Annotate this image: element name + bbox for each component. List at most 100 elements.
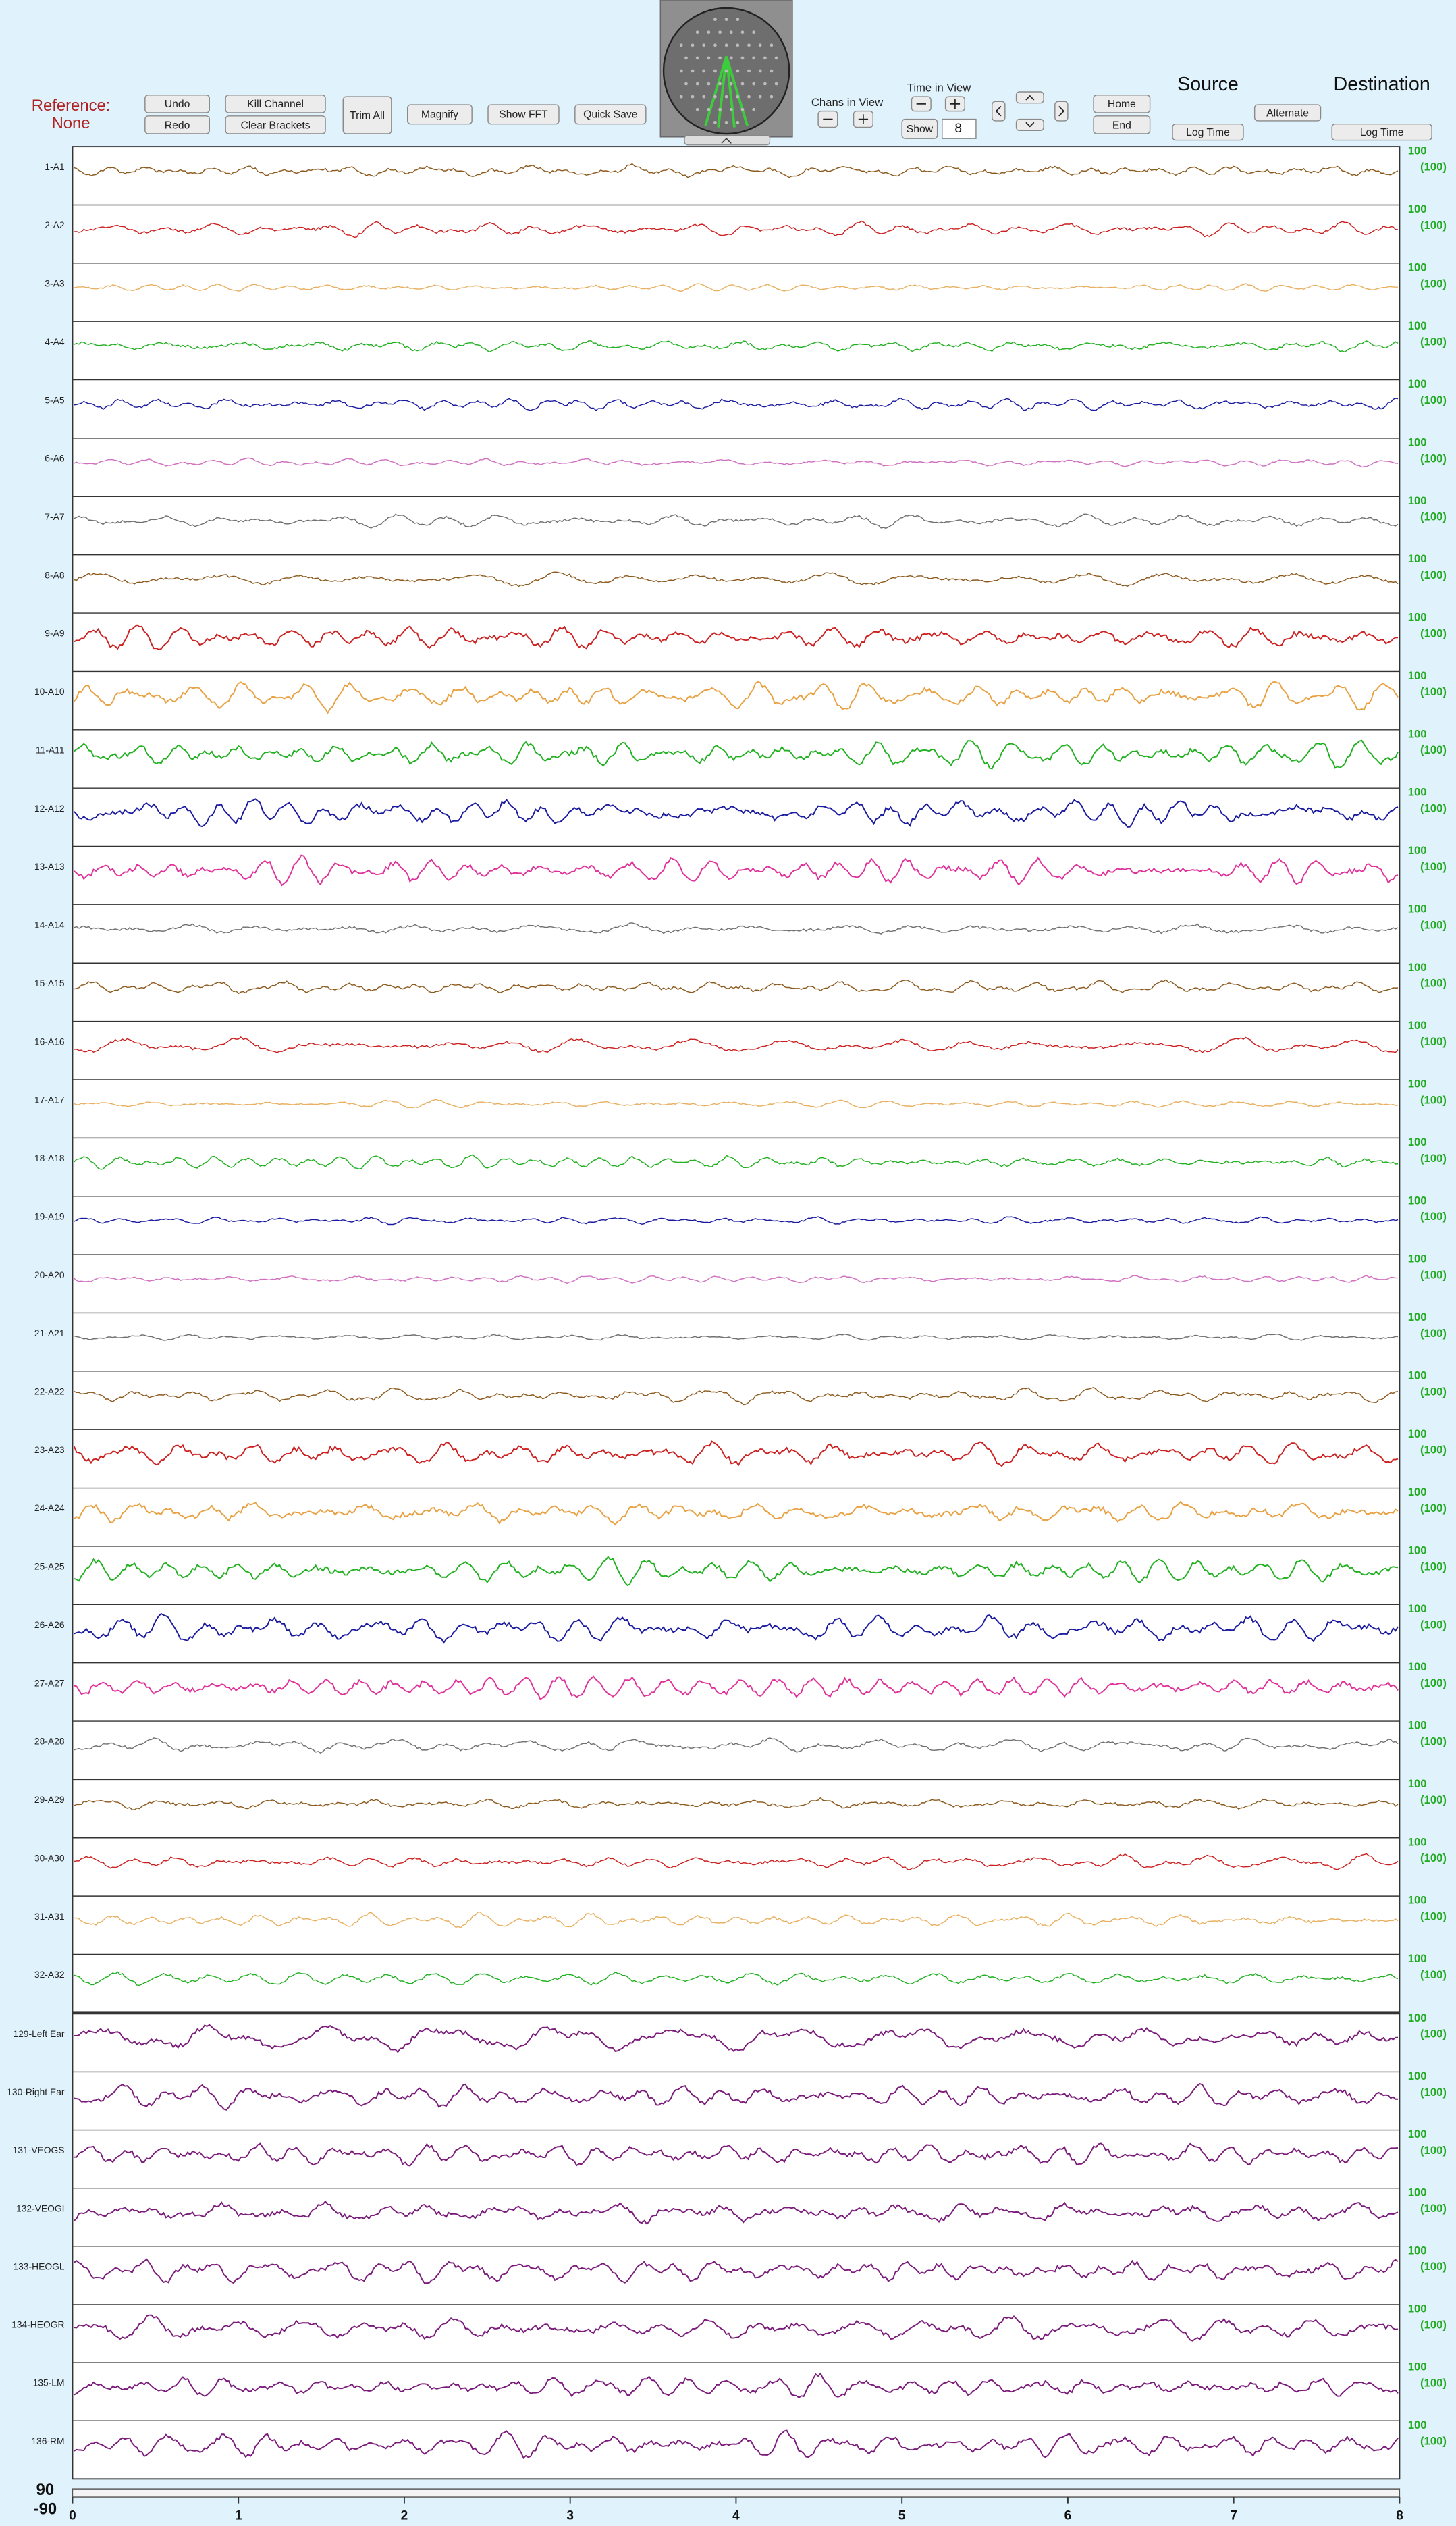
eeg-trace — [74, 739, 1399, 770]
redo-button[interactable]: Redo — [144, 115, 210, 134]
show-button-text: Show — [907, 124, 934, 135]
source-log-time-button[interactable]: Log Time — [1172, 123, 1244, 141]
time-value: 8 — [954, 122, 962, 136]
page-right[interactable] — [1054, 101, 1069, 122]
undo-button[interactable]: Undo — [144, 95, 210, 113]
eeg-trace — [74, 283, 1399, 292]
channel-label[interactable]: 31-A31 — [34, 1911, 65, 1922]
channel-label[interactable]: 30-A30 — [34, 1852, 65, 1863]
channel-scale: 100 — [1408, 786, 1427, 799]
channel-label[interactable]: 29-A29 — [34, 1794, 65, 1805]
channel-label[interactable]: 11-A11 — [36, 744, 65, 755]
electrode — [691, 43, 695, 47]
channel-scale-ref: (100) — [1420, 802, 1447, 815]
channel-label[interactable]: 15-A15 — [34, 978, 65, 989]
scroll-down[interactable] — [1015, 118, 1044, 131]
channel-label[interactable]: 21-A21 — [34, 1327, 65, 1338]
channel-label[interactable]: 131-VEOGS — [13, 2145, 65, 2155]
channel-label[interactable]: 19-A19 — [34, 1211, 65, 1221]
time-scrollbar[interactable] — [72, 2488, 1401, 2498]
time-minus[interactable] — [911, 96, 932, 112]
end-button[interactable]: End — [1093, 115, 1151, 134]
channel-label[interactable]: 129-Left Ear — [13, 2028, 64, 2039]
channel-label[interactable]: 133-HEOGL — [13, 2261, 64, 2271]
magnify-button[interactable]: Magnify — [407, 104, 473, 125]
channel-label[interactable]: 32-A32 — [34, 1969, 65, 1980]
eeg-trace — [74, 2200, 1399, 2225]
channel-label[interactable]: 24-A24 — [34, 1502, 65, 1513]
channel-scale: 100 — [1408, 1660, 1427, 1673]
channel-label[interactable]: 134-HEOGR — [11, 2319, 64, 2330]
channel-scale-ref: (100) — [1420, 2202, 1447, 2215]
channel-label[interactable]: 25-A25 — [34, 1561, 65, 1572]
channel-label[interactable]: 26-A26 — [34, 1619, 65, 1630]
channel-label[interactable]: 10-A10 — [34, 686, 65, 697]
time-tick-label: 4 — [732, 2509, 740, 2523]
time-plus[interactable] — [944, 96, 965, 112]
time-input[interactable] — [942, 118, 977, 139]
channel-label[interactable]: 3-A3 — [45, 278, 65, 289]
electrode — [695, 30, 699, 34]
electrode — [707, 82, 711, 86]
channel-label[interactable]: 2-A2 — [45, 219, 64, 230]
electrode — [736, 43, 740, 47]
electrode — [729, 82, 733, 86]
plot-area: 1-A1 100 (100) 2-A2 100 (100) 3-A3 100 (100) 4-A4… — [7, 144, 1447, 2523]
channel-label[interactable]: 14-A14 — [34, 920, 65, 930]
channel-scale: 100 — [1408, 1894, 1427, 1907]
eeg-trace — [74, 2372, 1399, 2399]
electrode — [695, 107, 699, 111]
kill-channel-button[interactable]: Kill Channel — [225, 95, 326, 113]
electrode — [724, 69, 728, 73]
undo-button-frame — [144, 95, 210, 113]
channel-label[interactable]: 1-A1 — [45, 161, 65, 172]
channel-label[interactable]: 5-A5 — [45, 394, 65, 405]
clear-brackets-button-frame — [225, 115, 326, 134]
electrode — [763, 82, 767, 86]
channel-scale: 100 — [1408, 436, 1427, 449]
alternate-button-text: Alternate — [1266, 107, 1309, 119]
channel-label[interactable]: 132-VEOGI — [16, 2203, 64, 2213]
channel-scale-ref: (100) — [1420, 2086, 1447, 2099]
magnify-button-frame — [407, 104, 473, 125]
channel-label[interactable]: 13-A13 — [34, 861, 65, 872]
electrode — [758, 69, 762, 73]
channel-label[interactable]: 28-A28 — [34, 1736, 65, 1747]
channel-label[interactable]: 18-A18 — [34, 1153, 65, 1163]
channel-label[interactable]: 8-A8 — [45, 569, 65, 580]
channel-label[interactable]: 20-A20 — [34, 1269, 65, 1280]
clear-brackets-button[interactable]: Clear Brackets — [225, 115, 326, 134]
channel-label[interactable]: 16-A16 — [34, 1036, 65, 1047]
chans-plus[interactable] — [853, 110, 873, 128]
channel-label[interactable]: 7-A7 — [45, 511, 64, 522]
channel-label[interactable]: 23-A23 — [34, 1444, 65, 1455]
electrode — [707, 107, 711, 111]
quick-save-button[interactable]: Quick Save — [574, 104, 647, 125]
time-tick-label: 6 — [1064, 2509, 1072, 2523]
channel-label[interactable]: 6-A6 — [45, 453, 65, 464]
channel-label[interactable]: 12-A12 — [34, 803, 65, 814]
trim-all-button[interactable]: Trim All — [342, 96, 392, 134]
channel-label[interactable]: 4-A4 — [45, 336, 65, 347]
channel-label[interactable]: 22-A22 — [34, 1386, 65, 1397]
page-left[interactable] — [992, 101, 1006, 122]
destination-log-time-button[interactable]: Log Time — [1331, 123, 1432, 141]
channel-scale-ref: (100) — [1420, 277, 1447, 290]
eeg-trace — [74, 1386, 1399, 1406]
destination-log-time-button-frame — [1331, 123, 1432, 141]
show-fft-button[interactable]: Show FFT — [487, 104, 560, 125]
head-map[interactable] — [659, 0, 793, 146]
channel-label[interactable]: 130-Right Ear — [7, 2086, 65, 2097]
electrode — [713, 18, 717, 22]
channel-label[interactable]: 135-LM — [33, 2377, 65, 2388]
channel-label[interactable]: 9-A9 — [45, 628, 65, 639]
home-button[interactable]: Home — [1093, 95, 1151, 113]
channel-label[interactable]: 27-A27 — [34, 1677, 65, 1688]
channel-label[interactable]: 17-A17 — [34, 1095, 65, 1105]
channel-label[interactable]: 136-RM — [31, 2436, 64, 2446]
scroll-up[interactable] — [1015, 91, 1044, 104]
chans-minus[interactable] — [817, 110, 838, 128]
alternate-button[interactable]: Alternate — [1253, 104, 1322, 122]
show-button[interactable]: Show — [901, 118, 938, 139]
channel-scale-ref: (100) — [1420, 743, 1447, 756]
